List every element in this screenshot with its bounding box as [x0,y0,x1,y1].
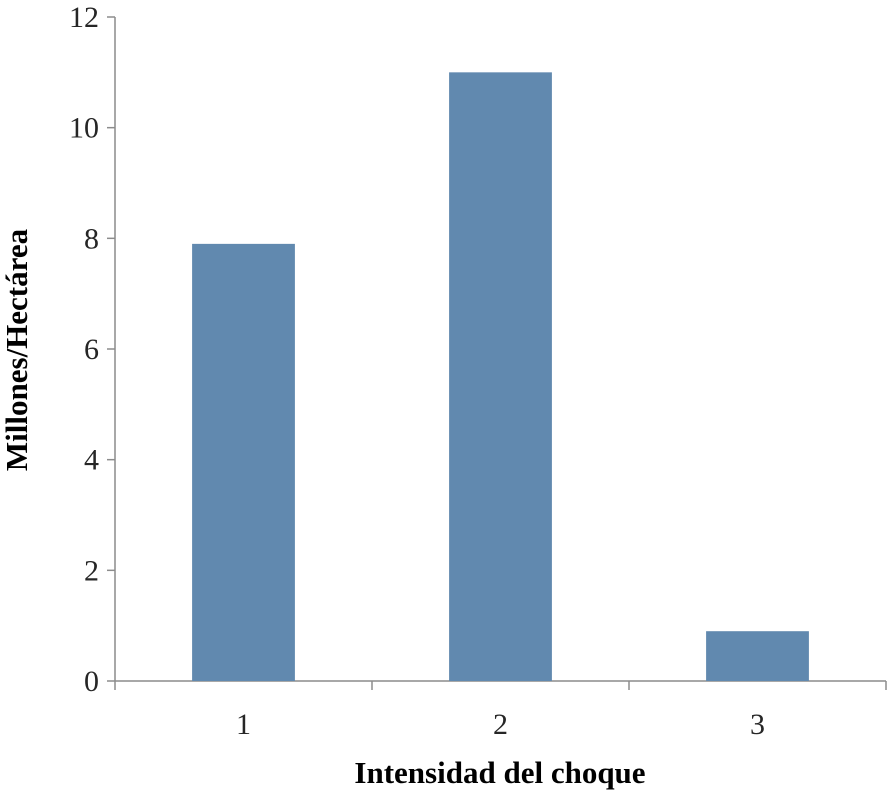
y-tick-label: 6 [84,333,99,366]
y-tick-label: 10 [69,112,99,145]
x-axis: 1 2 3 [114,680,887,741]
y-tick-label: 12 [69,1,99,34]
bar-1 [192,243,295,681]
x-tick-label: 3 [750,708,765,741]
bars [192,72,809,682]
bar-3 [706,631,809,681]
x-axis-title: Intensidad del choque [354,755,645,790]
y-tick-label: 4 [84,444,99,477]
y-axis-title: Millones/Hectárea [0,228,34,471]
y-tick-label: 8 [84,222,99,255]
x-tick-label: 1 [236,708,251,741]
x-tick-label: 2 [493,708,508,741]
y-axis: 0 2 4 6 8 10 12 [69,1,116,698]
bar-2 [449,72,552,682]
y-tick-label: 2 [84,554,99,587]
y-tick-label: 0 [84,665,99,698]
